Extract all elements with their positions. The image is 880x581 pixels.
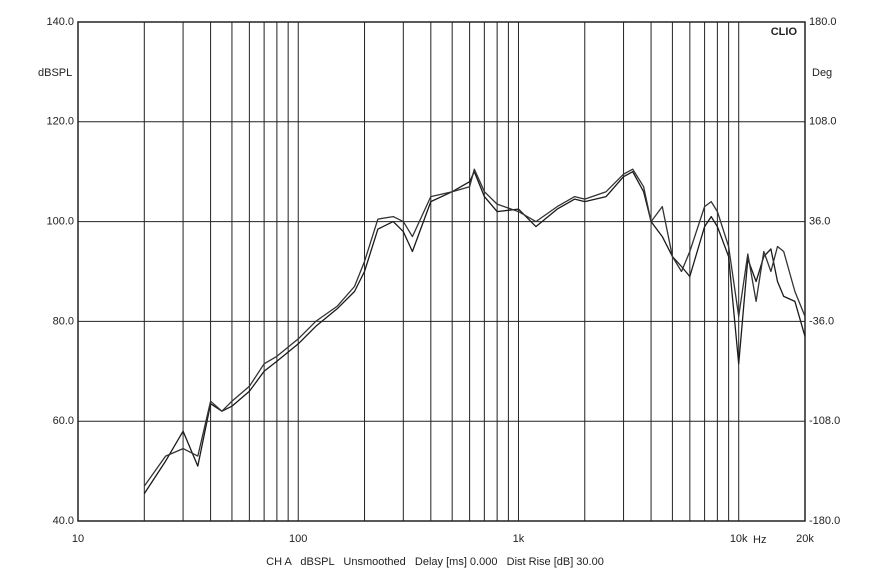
- y-tick-label: 140.0: [46, 16, 74, 28]
- y2-tick-label: 108.0: [809, 116, 837, 128]
- y2-tick-label: 180.0: [809, 16, 837, 28]
- y2-tick-label: -180.0: [809, 515, 840, 527]
- x-tick-label: 1k: [513, 533, 525, 545]
- plot-frame: [77, 21, 806, 522]
- footer: CH A dBSPL Unsmoothed Delay [ms] 0.000 D…: [266, 556, 604, 568]
- y-tick-label: 40.0: [53, 515, 74, 527]
- response-curve: [143, 168, 806, 487]
- y-tick-label: 60.0: [53, 415, 74, 427]
- brand: CLIO: [771, 26, 798, 38]
- x-tick-label: 10k: [730, 533, 748, 545]
- y2-tick-label: -108.0: [809, 415, 840, 427]
- y2-tick-label: -36.0: [809, 315, 834, 327]
- x-tick-label: 10: [72, 533, 84, 545]
- y2-tick-label: 36.0: [809, 216, 830, 228]
- response-curve: [143, 171, 806, 494]
- x-axis-label: Hz: [753, 534, 766, 546]
- x-tick-label: 20k: [796, 533, 814, 545]
- y-axis-label: dBSPL: [38, 67, 72, 79]
- y-tick-label: 80.0: [53, 315, 74, 327]
- y2-axis-label: Deg: [812, 67, 832, 79]
- y-tick-label: 100.0: [46, 216, 74, 228]
- y-tick-label: 120.0: [46, 116, 74, 128]
- x-tick-label: 100: [289, 533, 307, 545]
